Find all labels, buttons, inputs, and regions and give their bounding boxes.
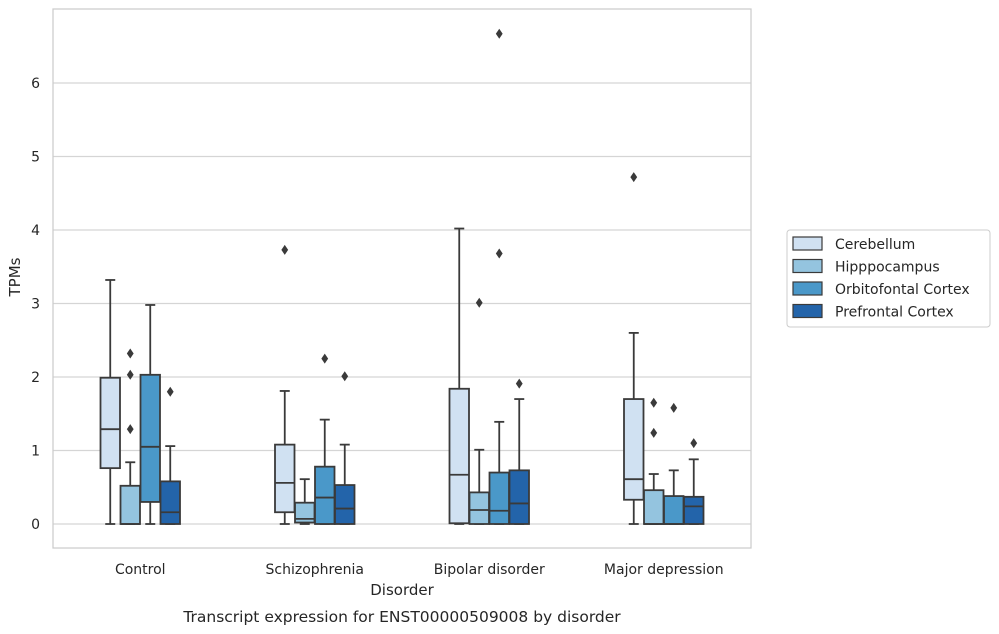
legend-item: Cerebellum: [792, 236, 915, 253]
outlier-point: [495, 248, 503, 259]
outlier-point: [126, 424, 134, 435]
legend-frame: [786, 229, 991, 328]
outlier-point: [126, 348, 134, 359]
plot-frame: [52, 8, 752, 549]
box-prefrontal-cortex-1: [334, 371, 356, 525]
box-body: [139, 373, 161, 503]
outlier-point: [166, 386, 174, 397]
box-body: [274, 443, 296, 514]
outlier-point: [475, 297, 483, 308]
legend-label: Cerebellum: [835, 237, 915, 253]
legend-item: Hipppocampus: [792, 258, 940, 276]
legend-item: Orbitofontal Cortex: [792, 281, 970, 298]
box-body: [334, 484, 356, 525]
outlier-point: [126, 369, 134, 380]
box-body: [159, 480, 181, 525]
box-body: [643, 489, 665, 525]
outlier-point: [341, 371, 349, 382]
outlier-point: [321, 353, 329, 364]
box-cerebellum-2: [448, 227, 470, 525]
box-body: [468, 491, 490, 525]
legend-item: Prefrontal Cortex: [792, 303, 954, 321]
box-cerebellum-1: [274, 244, 296, 525]
box-body: [508, 469, 530, 525]
outlier-point: [690, 438, 698, 449]
box-prefrontal-cortex-2: [508, 378, 530, 525]
outlier-point: [630, 172, 638, 183]
y-tick-label: 6: [31, 76, 40, 92]
y-tick-labels: 0 1 2 3 4 5 6: [31, 76, 40, 533]
y-tick-label: 3: [31, 297, 40, 313]
box-hipppocampus-3: [643, 397, 665, 525]
legend: Cerebellum Hipppocampus Orbitofontal Corte…: [786, 229, 991, 328]
box-orbitofontal-cortex-3: [663, 402, 685, 525]
legend-label: Orbitofontal Cortex: [835, 282, 970, 298]
box-body: [119, 484, 141, 525]
x-tick-labels: Control Schizophrenia Bipolar disorder Majo…: [115, 562, 724, 578]
box-body: [663, 495, 685, 525]
gridlines: [53, 82, 751, 525]
y-axis-label: TPMs: [6, 257, 24, 297]
outlier-point: [650, 397, 658, 408]
outlier-point: [670, 402, 678, 413]
x-tick-label: Control: [115, 562, 166, 578]
x-tick-label: Major depression: [604, 562, 724, 578]
box-body: [99, 376, 121, 470]
legend-label: Hipppocampus: [835, 260, 940, 276]
box-body: [623, 398, 645, 501]
box-body: [683, 495, 705, 525]
box-prefrontal-cortex-0: [159, 386, 181, 525]
box-hipppocampus-0: [119, 348, 141, 525]
box-body: [448, 387, 470, 525]
chart-caption: Transcript expression for ENST0000050900…: [182, 608, 621, 626]
outlier-point: [650, 427, 658, 438]
box-body: [314, 465, 336, 525]
x-tick-label: Bipolar disorder: [434, 562, 545, 578]
legend-swatch: [792, 236, 823, 251]
box-cerebellum-0: [99, 279, 121, 525]
y-tick-label: 4: [31, 223, 40, 239]
y-tick-label: 1: [31, 444, 40, 460]
x-tick-label: Schizophrenia: [266, 562, 364, 578]
box-hipppocampus-2: [468, 297, 490, 525]
box-cerebellum-3: [623, 172, 645, 525]
box-body: [488, 471, 510, 525]
outlier-point: [515, 378, 523, 389]
y-tick-label: 0: [31, 517, 40, 533]
outlier-point: [495, 28, 503, 39]
y-tick-label: 5: [31, 150, 40, 166]
legend-swatch: [792, 281, 823, 296]
legend-swatch: [792, 258, 823, 274]
box-prefrontal-cortex-3: [683, 438, 705, 525]
legend-label: Prefrontal Cortex: [835, 305, 954, 321]
x-axis-label: Disorder: [370, 581, 434, 599]
box-orbitofontal-cortex-0: [139, 304, 161, 525]
y-tick-label: 2: [31, 370, 40, 386]
legend-swatch: [792, 303, 823, 319]
box-hipppocampus-1: [294, 478, 316, 525]
outlier-point: [281, 244, 289, 255]
box-orbitofontal-cortex-1: [314, 353, 336, 525]
boxes: [99, 28, 705, 525]
box-orbitofontal-cortex-2: [488, 28, 510, 525]
